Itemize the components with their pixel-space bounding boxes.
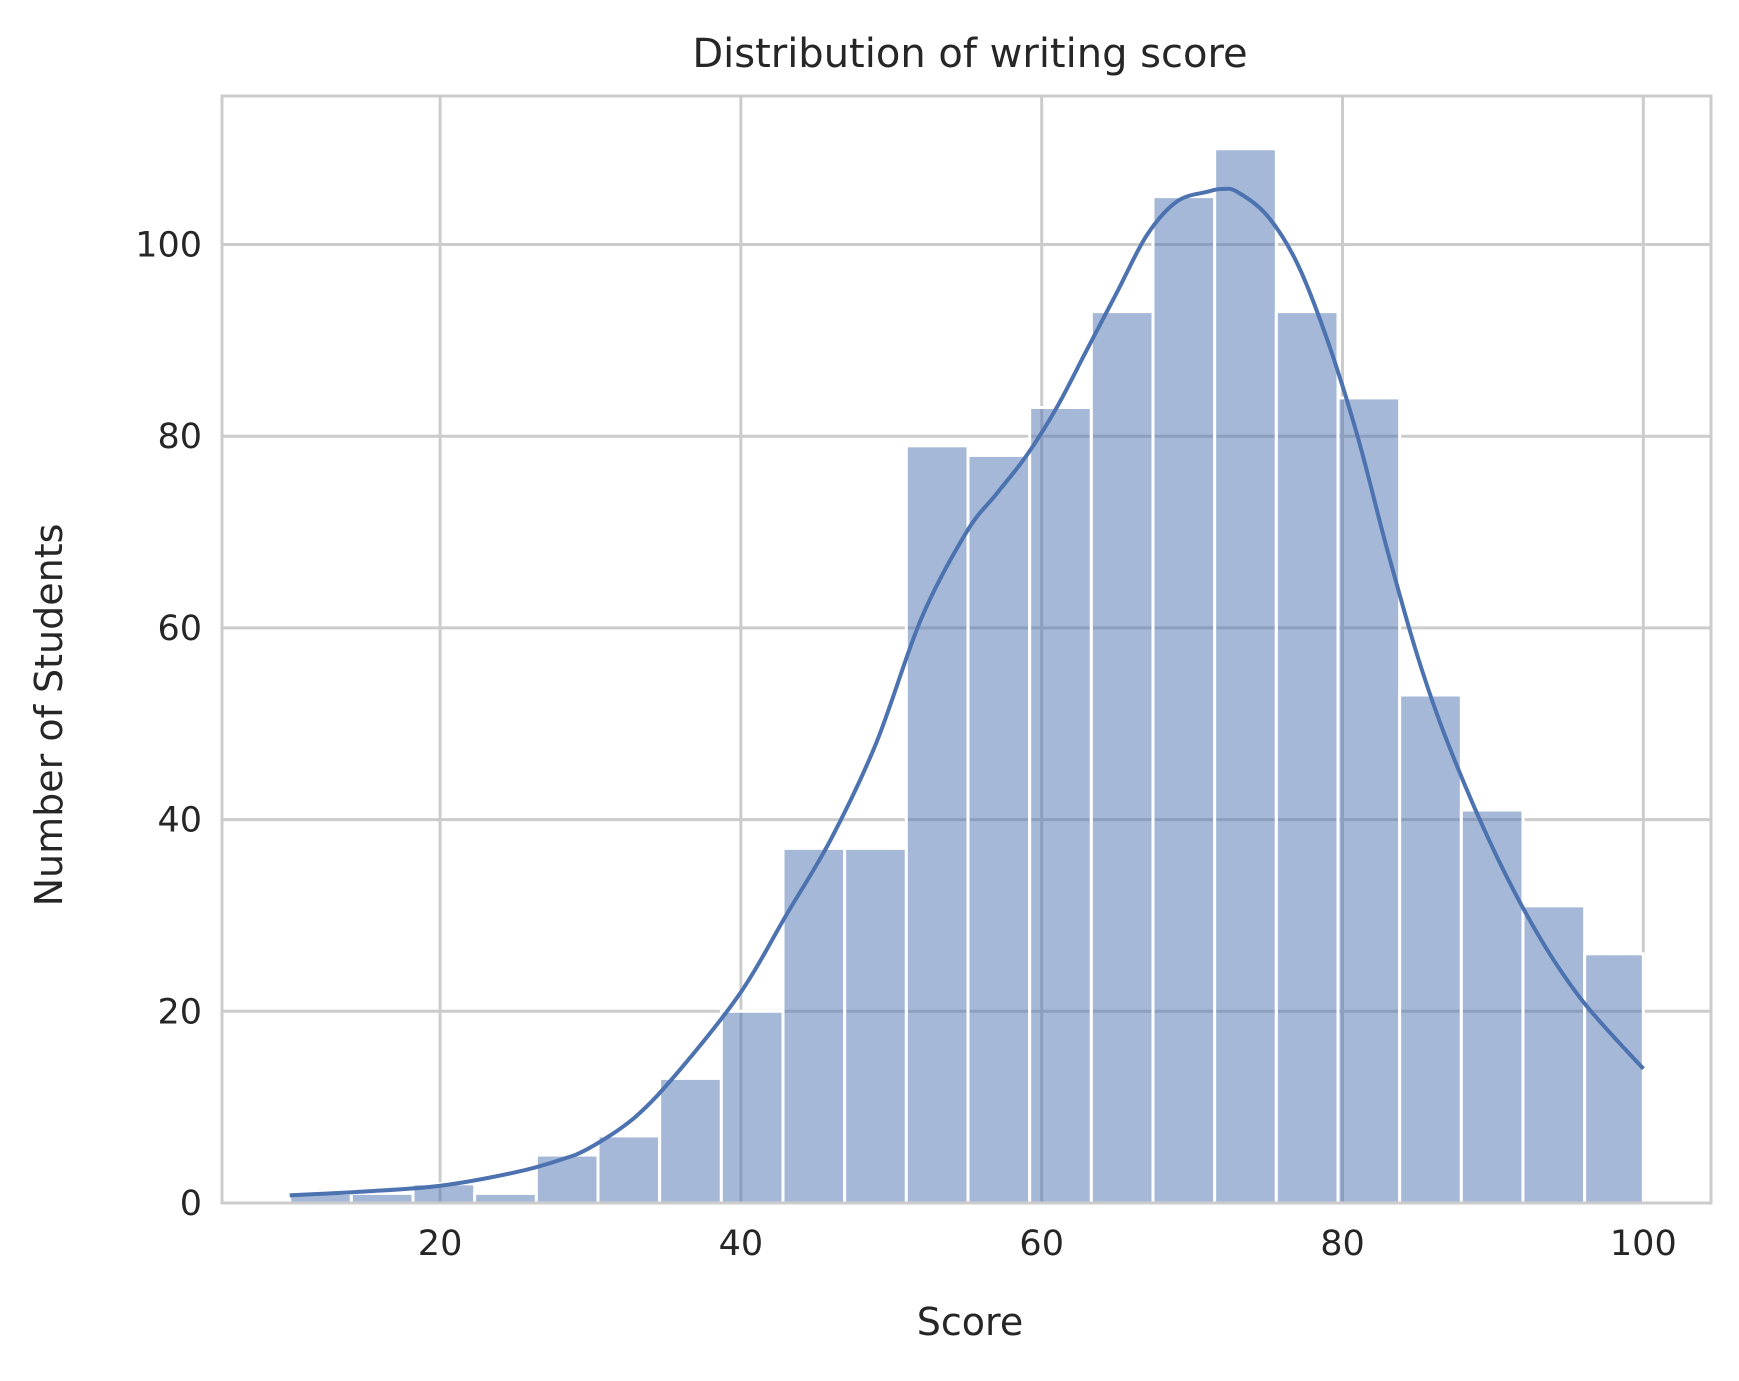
x-axis-label: Score	[917, 1300, 1023, 1344]
chart-title: Distribution of writing score	[692, 31, 1247, 77]
histogram-bar	[1151, 195, 1217, 1205]
y-tick-label: 80	[157, 417, 202, 457]
histogram-bar	[719, 1009, 785, 1205]
histogram-bar	[1398, 693, 1463, 1205]
histogram-bar	[966, 453, 1032, 1205]
histogram-bar	[1459, 808, 1525, 1205]
histogram-bar	[1583, 952, 1645, 1205]
y-axis-label: Number of Students	[27, 524, 71, 907]
x-axis-ticks: 20 40 60 80 100	[418, 1224, 1677, 1264]
histogram-bar	[1089, 310, 1155, 1205]
y-tick-label: 60	[157, 609, 202, 649]
histogram-bar	[1274, 310, 1340, 1205]
histogram-bar	[843, 846, 908, 1205]
bars-layer	[288, 147, 1645, 1205]
y-tick-label: 40	[157, 801, 202, 841]
y-tick-label: 20	[157, 992, 202, 1032]
x-tick-label: 20	[418, 1224, 463, 1264]
histogram-bar	[1336, 396, 1402, 1205]
histogram-bar	[596, 1134, 662, 1205]
histogram-bar	[658, 1076, 723, 1205]
histogram-bar	[1028, 405, 1093, 1205]
plot-frame	[220, 94, 1713, 1205]
histogram-bar	[904, 444, 970, 1205]
y-tick-label: 0	[180, 1184, 202, 1224]
x-tick-label: 100	[1610, 1224, 1677, 1264]
histogram-bar	[1521, 904, 1587, 1205]
x-tick-label: 60	[1019, 1224, 1064, 1264]
x-tick-label: 40	[719, 1224, 764, 1264]
y-tick-label: 100	[135, 226, 202, 266]
histogram-bar	[1213, 147, 1278, 1205]
kde-line	[289, 186, 1645, 1198]
histogram-bar	[534, 1153, 600, 1205]
y-axis-ticks: 0 20 40 60 80 100	[135, 226, 202, 1224]
x-tick-label: 80	[1320, 1224, 1365, 1264]
